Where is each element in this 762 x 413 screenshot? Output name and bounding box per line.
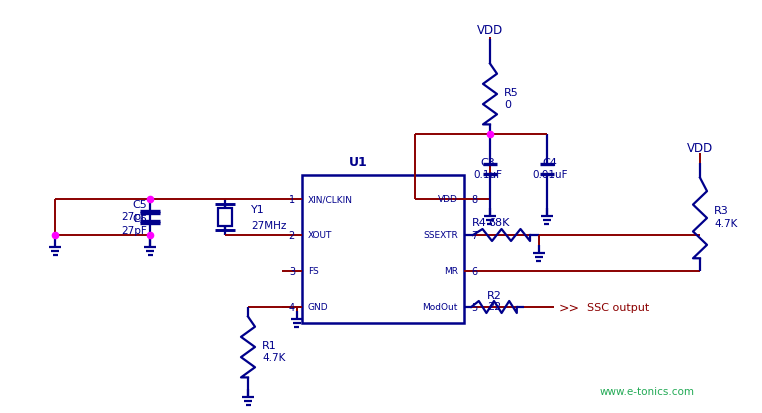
Text: 6: 6	[471, 266, 477, 276]
Text: 3: 3	[289, 266, 295, 276]
Text: 27MHz: 27MHz	[251, 221, 287, 230]
Text: VDD: VDD	[477, 24, 503, 38]
Text: >>: >>	[559, 301, 580, 314]
Text: GND: GND	[308, 303, 328, 312]
Text: C4: C4	[543, 158, 558, 168]
Text: 4: 4	[289, 302, 295, 312]
Text: R3: R3	[714, 206, 728, 216]
Text: Y1: Y1	[251, 204, 264, 214]
Text: FS: FS	[308, 267, 319, 276]
Text: 68K: 68K	[488, 218, 509, 228]
Text: 0: 0	[504, 100, 511, 110]
Text: 0.01uF: 0.01uF	[532, 170, 568, 180]
Text: R4: R4	[472, 218, 487, 228]
Text: XOUT: XOUT	[308, 231, 332, 240]
Text: C6: C6	[133, 214, 147, 223]
Text: 27pF: 27pF	[121, 225, 147, 235]
Text: 7: 7	[471, 230, 477, 240]
Bar	[302, 176, 464, 323]
Text: VDD: VDD	[687, 141, 713, 154]
Text: 8: 8	[471, 195, 477, 204]
Text: www.e‑tonics.com: www.e‑tonics.com	[600, 386, 695, 396]
Text: SSC output: SSC output	[587, 302, 649, 312]
Text: 4.7K: 4.7K	[262, 352, 286, 362]
Text: R1: R1	[262, 340, 277, 350]
Text: XIN/CLKIN: XIN/CLKIN	[308, 195, 353, 204]
Text: MR: MR	[444, 267, 458, 276]
Text: SSEXTR: SSEXTR	[423, 231, 458, 240]
Text: 2: 2	[289, 230, 295, 240]
Text: 27pF: 27pF	[121, 211, 147, 221]
Text: VDD: VDD	[438, 195, 458, 204]
Text: R5: R5	[504, 88, 519, 98]
Text: ModOut: ModOut	[423, 303, 458, 312]
Text: C5: C5	[133, 199, 147, 209]
Text: 1: 1	[289, 195, 295, 204]
Text: C3: C3	[481, 158, 495, 168]
Text: R2: R2	[487, 290, 501, 300]
Text: 0.1uF: 0.1uF	[473, 170, 502, 180]
Text: 5: 5	[471, 302, 477, 312]
Text: U1: U1	[349, 155, 368, 168]
Text: 22: 22	[487, 301, 501, 311]
Text: 4.7K: 4.7K	[714, 218, 738, 228]
Bar	[218, 209, 232, 226]
